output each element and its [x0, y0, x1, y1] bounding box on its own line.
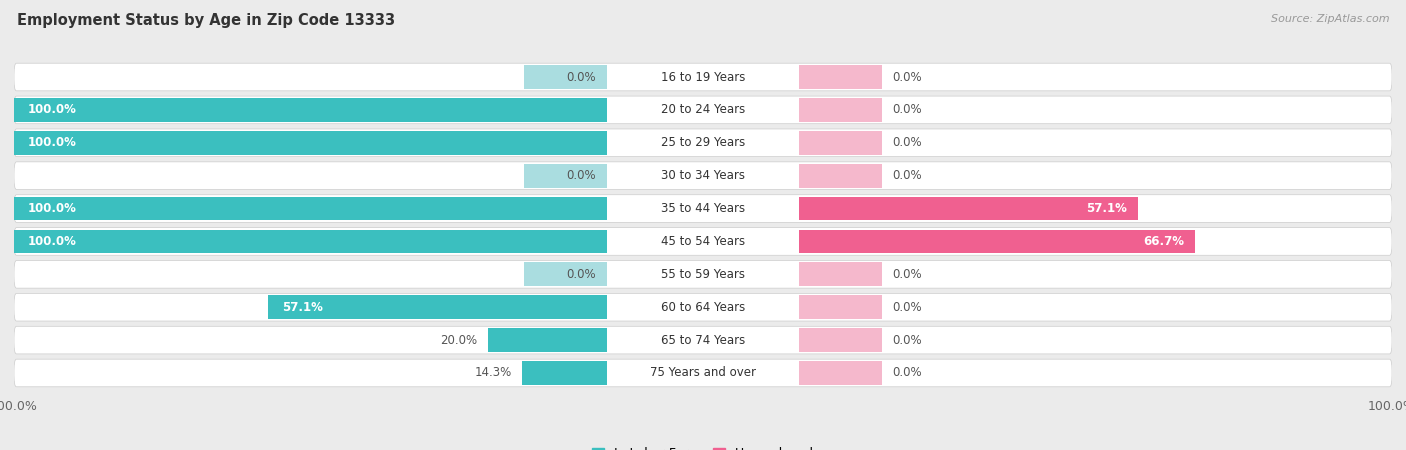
Bar — [800, 262, 882, 286]
Bar — [800, 131, 882, 155]
Text: 100.0%: 100.0% — [28, 235, 77, 248]
Bar — [800, 230, 1195, 253]
Text: 25 to 29 Years: 25 to 29 Years — [661, 136, 745, 149]
Text: 45 to 54 Years: 45 to 54 Years — [661, 235, 745, 248]
Text: 20 to 24 Years: 20 to 24 Years — [661, 104, 745, 117]
Text: 60 to 64 Years: 60 to 64 Years — [661, 301, 745, 314]
Text: 0.0%: 0.0% — [893, 333, 922, 346]
Bar — [14, 230, 606, 253]
Bar — [522, 361, 606, 385]
FancyBboxPatch shape — [14, 359, 1392, 387]
Bar — [524, 98, 606, 122]
FancyBboxPatch shape — [14, 261, 1392, 288]
Bar — [524, 361, 606, 385]
Bar — [488, 328, 606, 352]
Text: 0.0%: 0.0% — [893, 268, 922, 281]
Bar — [524, 197, 606, 220]
Text: 20.0%: 20.0% — [440, 333, 478, 346]
Text: 0.0%: 0.0% — [567, 71, 596, 84]
Text: 0.0%: 0.0% — [893, 366, 922, 379]
Text: 0.0%: 0.0% — [893, 136, 922, 149]
Text: 0.0%: 0.0% — [567, 268, 596, 281]
Bar — [524, 164, 606, 188]
Bar — [524, 131, 606, 155]
Legend: In Labor Force, Unemployed: In Labor Force, Unemployed — [586, 442, 820, 450]
Bar — [14, 131, 606, 155]
Bar — [524, 295, 606, 319]
Text: Source: ZipAtlas.com: Source: ZipAtlas.com — [1271, 14, 1389, 23]
FancyBboxPatch shape — [14, 63, 1392, 91]
Text: 0.0%: 0.0% — [893, 169, 922, 182]
Bar — [524, 65, 606, 89]
Text: 65 to 74 Years: 65 to 74 Years — [661, 333, 745, 346]
Bar — [800, 164, 882, 188]
FancyBboxPatch shape — [14, 129, 1392, 157]
Bar — [14, 197, 606, 220]
Text: 55 to 59 Years: 55 to 59 Years — [661, 268, 745, 281]
Bar — [800, 230, 882, 253]
FancyBboxPatch shape — [14, 96, 1392, 124]
FancyBboxPatch shape — [14, 293, 1392, 321]
Text: 30 to 34 Years: 30 to 34 Years — [661, 169, 745, 182]
FancyBboxPatch shape — [14, 162, 1392, 189]
Bar — [800, 361, 882, 385]
Bar — [524, 328, 606, 352]
Bar — [800, 197, 1137, 220]
Bar — [269, 295, 606, 319]
Bar — [800, 98, 882, 122]
Bar — [800, 65, 882, 89]
Bar — [800, 197, 882, 220]
Text: 66.7%: 66.7% — [1143, 235, 1184, 248]
Text: 16 to 19 Years: 16 to 19 Years — [661, 71, 745, 84]
Text: 35 to 44 Years: 35 to 44 Years — [661, 202, 745, 215]
FancyBboxPatch shape — [14, 228, 1392, 255]
Text: 0.0%: 0.0% — [893, 71, 922, 84]
Bar — [524, 262, 606, 286]
FancyBboxPatch shape — [14, 326, 1392, 354]
Bar — [524, 230, 606, 253]
Text: 14.3%: 14.3% — [474, 366, 512, 379]
Text: 100.0%: 100.0% — [28, 202, 77, 215]
Bar — [800, 295, 882, 319]
FancyBboxPatch shape — [14, 195, 1392, 222]
Text: 75 Years and over: 75 Years and over — [650, 366, 756, 379]
Text: Employment Status by Age in Zip Code 13333: Employment Status by Age in Zip Code 133… — [17, 14, 395, 28]
Text: 57.1%: 57.1% — [1087, 202, 1128, 215]
Bar — [14, 98, 606, 122]
Text: 0.0%: 0.0% — [567, 169, 596, 182]
Text: 0.0%: 0.0% — [893, 301, 922, 314]
Text: 57.1%: 57.1% — [283, 301, 323, 314]
Text: 100.0%: 100.0% — [28, 136, 77, 149]
Text: 100.0%: 100.0% — [28, 104, 77, 117]
Text: 0.0%: 0.0% — [893, 104, 922, 117]
Bar — [800, 328, 882, 352]
